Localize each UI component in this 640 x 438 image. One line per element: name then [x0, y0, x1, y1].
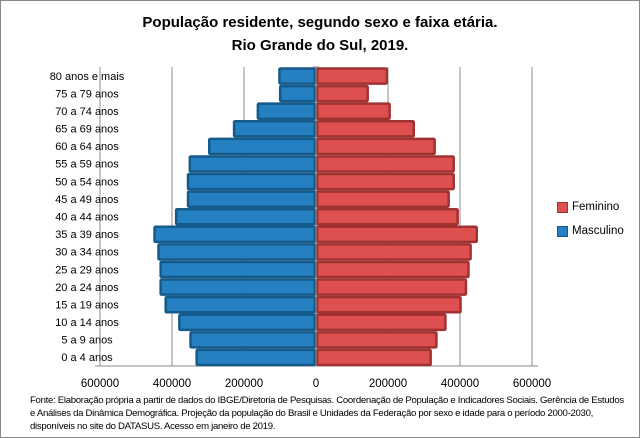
bar-feminino — [316, 102, 391, 121]
bar-masculino — [153, 225, 316, 244]
y-category-label: 0 a 4 anos — [61, 352, 113, 364]
bar-feminino — [316, 190, 450, 208]
y-category-label: 70 a 74 anos — [55, 106, 119, 118]
y-category-label: 10 a 14 anos — [55, 317, 119, 329]
chart-title-line2: Rio Grande do Sul, 2019. — [231, 37, 409, 54]
x-tick-label: 600000 — [81, 378, 119, 390]
bar-feminino — [316, 155, 455, 173]
x-tick-label: 200000 — [369, 378, 407, 390]
legend-label-feminino: Feminino — [572, 201, 620, 213]
chart-title-line1: População residente, segundo sexo e faix… — [142, 14, 498, 31]
bar-feminino — [316, 295, 462, 314]
bar-masculino — [278, 67, 317, 85]
y-category-label: 20 a 24 anos — [55, 282, 119, 294]
y-category-label: 65 a 69 anos — [55, 124, 119, 136]
bar-feminino — [316, 278, 468, 296]
bar-feminino — [316, 67, 388, 85]
y-category-label: 5 a 9 anos — [61, 335, 113, 347]
bar-feminino — [316, 84, 369, 103]
y-category-label: 45 a 49 anos — [55, 194, 119, 206]
bar-feminino — [316, 225, 478, 244]
bar-feminino — [316, 348, 432, 367]
legend-swatch-feminino — [557, 201, 568, 213]
bar-feminino — [316, 172, 455, 191]
y-category-label: 75 a 79 anos — [55, 88, 119, 100]
bar-masculino — [256, 102, 317, 121]
source-footnote: Fonte: Elaboração própria a partir de da… — [30, 395, 624, 432]
bar-masculino — [188, 155, 316, 173]
x-tick-label: 200000 — [225, 378, 263, 390]
y-category-label: 40 a 44 anos — [55, 212, 119, 224]
bar-masculino — [178, 313, 316, 332]
bar-feminino — [316, 331, 438, 349]
x-tick-label: 600000 — [513, 378, 551, 390]
legend-item-feminino: Feminino — [557, 201, 619, 213]
bar-masculino — [195, 348, 316, 367]
bar-masculino — [186, 190, 316, 208]
x-tick-label: 0 — [313, 378, 319, 390]
bar-feminino — [316, 120, 415, 138]
bar-masculino — [208, 137, 316, 156]
bar-masculino — [157, 243, 316, 261]
x-tick-label: 400000 — [441, 378, 479, 390]
bar-masculino — [164, 295, 316, 314]
bar-feminino — [316, 260, 470, 279]
bar-feminino — [316, 207, 459, 226]
y-category-label: 25 a 29 anos — [55, 264, 119, 276]
y-category-label: 35 a 39 anos — [55, 229, 119, 241]
y-category-label: 50 a 54 anos — [55, 176, 119, 188]
bar-feminino — [316, 243, 472, 261]
bar-feminino — [316, 137, 436, 156]
bar-masculino — [189, 331, 316, 349]
bar-masculino — [278, 84, 317, 103]
bar-masculino — [174, 207, 316, 226]
legend-item-masculino: Masculino — [557, 225, 624, 237]
y-category-label: 30 a 34 anos — [55, 247, 119, 259]
bar-masculino — [186, 172, 316, 191]
bar-masculino — [159, 260, 316, 279]
y-category-label: 15 a 19 anos — [55, 299, 119, 311]
y-category-label: 60 a 64 anos — [55, 141, 119, 153]
legend-label-masculino: Masculino — [572, 225, 624, 237]
y-category-label: 55 a 59 anos — [55, 159, 119, 171]
legend-swatch-masculino — [557, 225, 568, 237]
bar-masculino — [232, 120, 316, 138]
bar-masculino — [159, 278, 316, 296]
bar-feminino — [316, 313, 447, 332]
x-tick-label: 400000 — [153, 378, 191, 390]
y-category-label: 80 anos e mais — [50, 71, 125, 83]
